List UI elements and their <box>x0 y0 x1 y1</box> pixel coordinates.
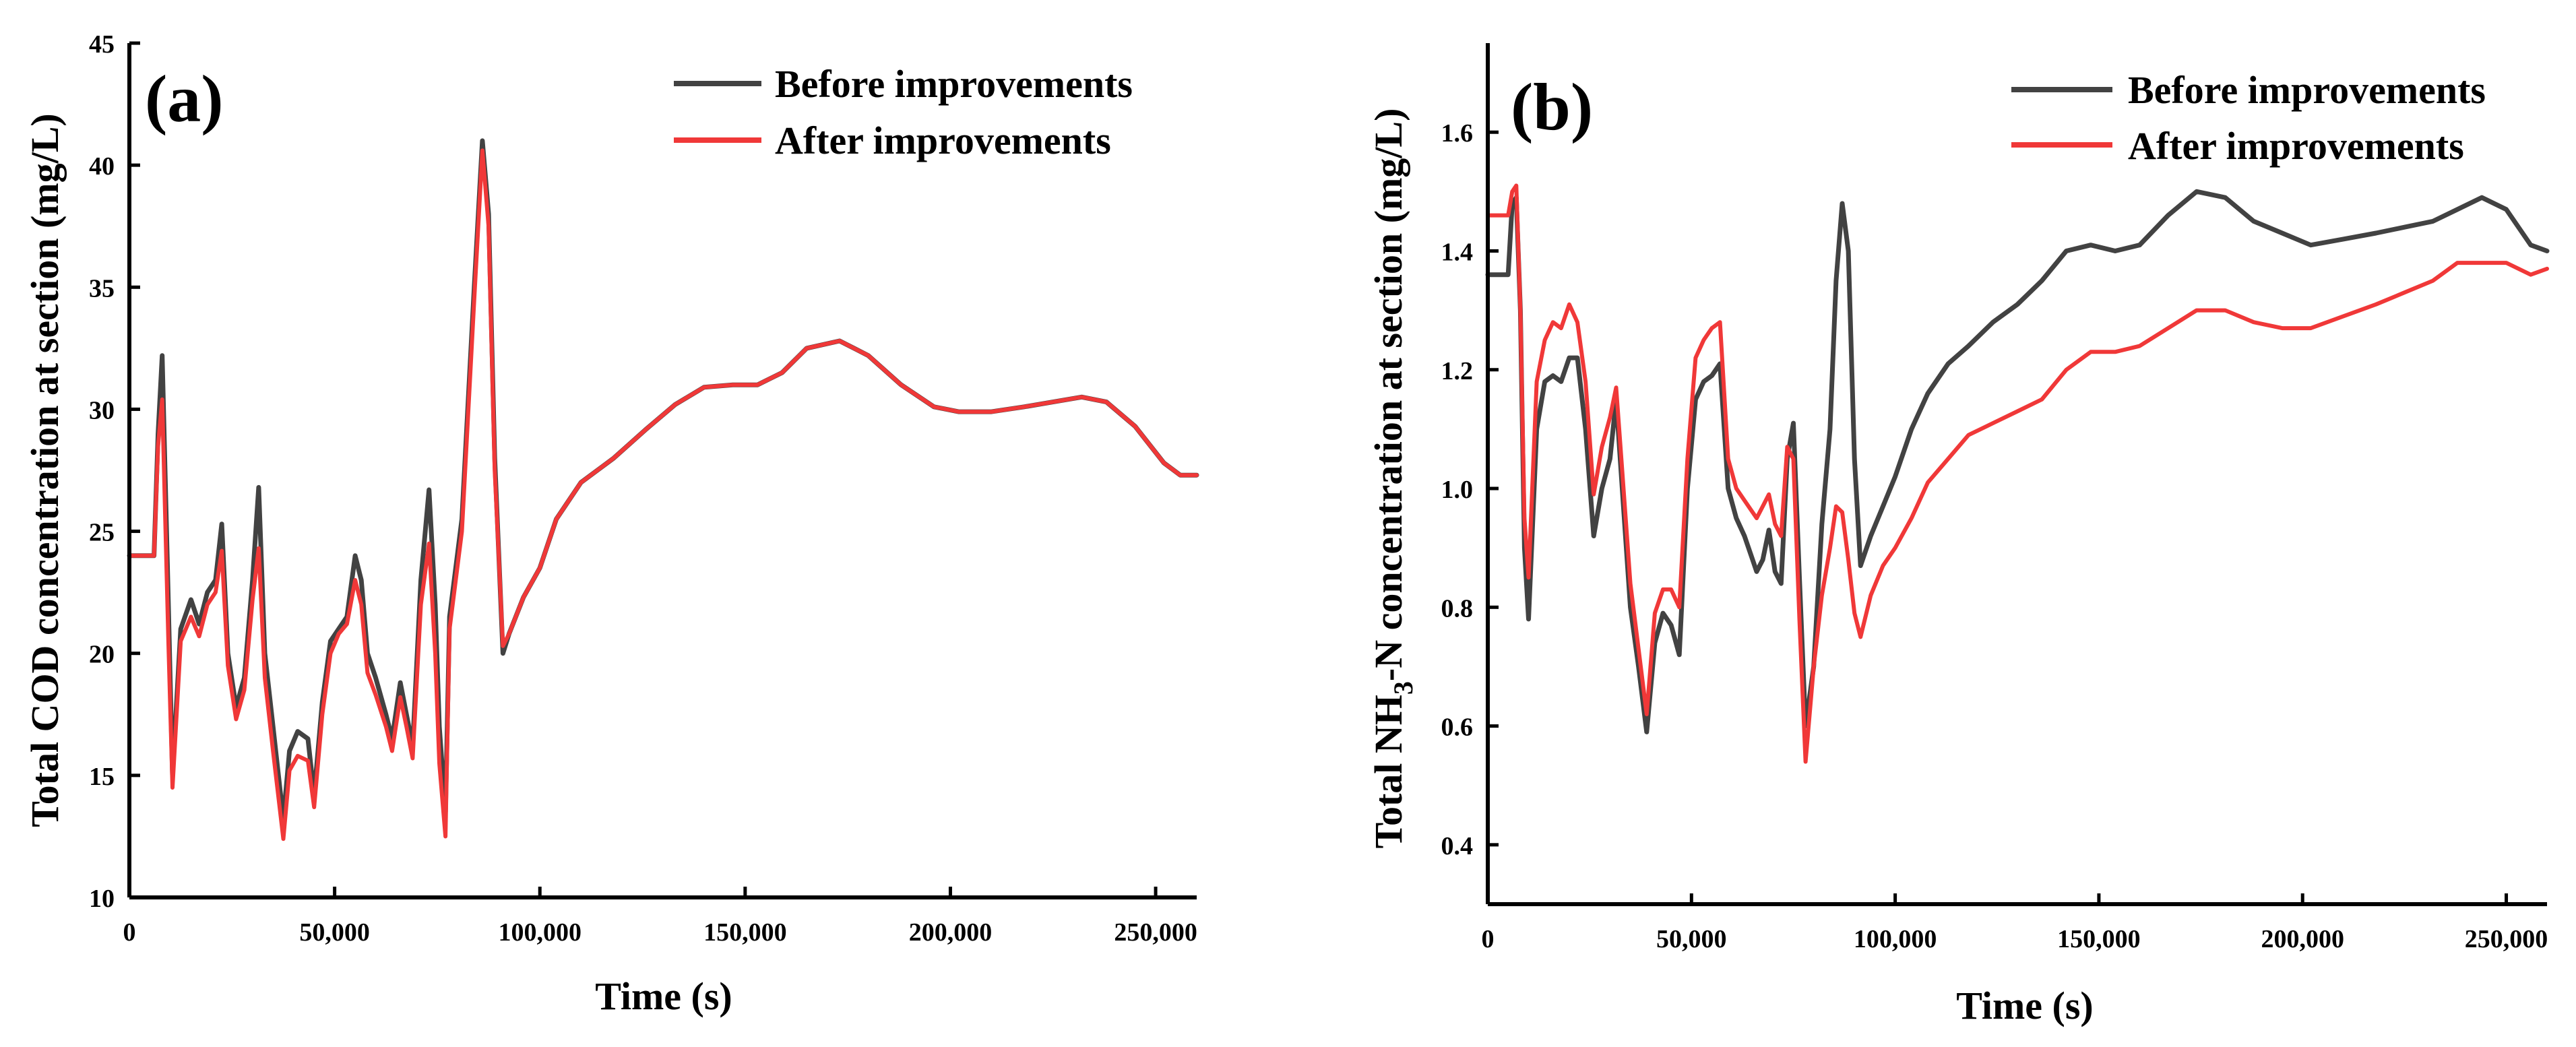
panel-a-x-axis-title: Time (s) <box>595 974 732 1018</box>
panel-a-x-tick-label: 150,000 <box>703 918 787 947</box>
chart-panel-a: 0 50,000 100,000 150,000 200,000 250,000 10 15 2… <box>23 30 1199 1018</box>
panel-b-series-layer <box>1485 183 2550 764</box>
panel-b-x-tick-label: 200,000 <box>2261 925 2344 953</box>
panel-a-series-layer <box>127 138 1199 842</box>
panel-a-series-after-line <box>127 148 1199 842</box>
panel-b-y-axis-title-main: Total NH <box>1366 695 1410 848</box>
panel-b-legend-after: After improvements <box>2128 124 2464 168</box>
panel-b-y-tick-label: 0.6 <box>1441 713 1474 742</box>
panel-b-y-axis-title: Total NH3-N concentration at section (mg… <box>1366 108 1418 849</box>
panel-b-y-tick-label: 1.0 <box>1441 476 1474 504</box>
panel-b-label: (b) <box>1511 69 1593 144</box>
panel-a-x-tick-label: 200,000 <box>909 918 993 947</box>
panel-a-legend: Before improvements After improvements <box>674 62 1133 162</box>
panel-a-ticks: 0 50,000 100,000 150,000 200,000 250,000 10 15 2… <box>89 30 1197 947</box>
panel-b-ticks: 0 50,000 100,000 150,000 200,000 250,000 0.4 0.… <box>1441 119 2548 953</box>
panel-b-x-tick-label: 250,000 <box>2465 925 2548 953</box>
panel-b-y-axis-title-rest: -N concentration at section (mg/L) <box>1366 108 1410 682</box>
panel-a-y-tick-label: 15 <box>89 763 115 791</box>
chart-panel-b: 0 50,000 100,000 150,000 200,000 250,000 0.4 0.… <box>1366 43 2550 1027</box>
panel-b-x-tick-label: 50,000 <box>1656 925 1727 953</box>
panel-a-y-tick-label: 25 <box>89 519 115 547</box>
panel-a-label: (a) <box>145 61 224 136</box>
panel-b-x-tick-label: 100,000 <box>1854 925 1937 953</box>
panel-a-y-axis-title: Total COD concentration at section (mg/L… <box>23 113 67 827</box>
panel-a-y-tick-label: 45 <box>89 30 115 59</box>
panel-b-legend-before: Before improvements <box>2128 68 2486 112</box>
panel-a-y-tick-label: 35 <box>89 274 115 303</box>
panel-b-y-tick-label: 0.4 <box>1441 832 1474 860</box>
panel-b-x-axis-title: Time (s) <box>1956 984 2094 1027</box>
panel-a-y-tick-label: 20 <box>89 641 115 669</box>
panel-a-x-tick-label: 250,000 <box>1114 918 1197 947</box>
panel-b-series-before-line <box>1485 189 2550 734</box>
panel-a-y-tick-label: 30 <box>89 396 115 424</box>
panel-a-legend-before: Before improvements <box>775 62 1133 106</box>
panel-b-x-tick-label: 150,000 <box>2057 925 2141 953</box>
panel-b-series-after-line <box>1486 183 2549 764</box>
panel-a-legend-after: After improvements <box>775 119 1111 162</box>
panel-a-x-tick-label: 0 <box>123 918 136 947</box>
panel-a-x-tick-label: 100,000 <box>498 918 582 947</box>
panel-a-y-tick-label: 40 <box>89 152 115 181</box>
panel-b-y-axis-title-subscript: 3 <box>1388 681 1418 695</box>
panel-a-x-tick-label: 50,000 <box>299 918 370 947</box>
panel-a-y-tick-label: 10 <box>89 885 115 913</box>
panel-b-legend: Before improvements After improvements <box>2011 68 2486 168</box>
panel-b-y-tick-label: 1.6 <box>1441 119 1474 148</box>
panel-b-y-tick-label: 1.2 <box>1441 357 1474 385</box>
panel-b-x-tick-label: 0 <box>1482 925 1495 953</box>
panel-a-series-before-line <box>127 138 1199 822</box>
panel-b-y-tick-label: 1.4 <box>1441 238 1474 266</box>
panel-b-y-tick-label: 0.8 <box>1441 594 1474 623</box>
